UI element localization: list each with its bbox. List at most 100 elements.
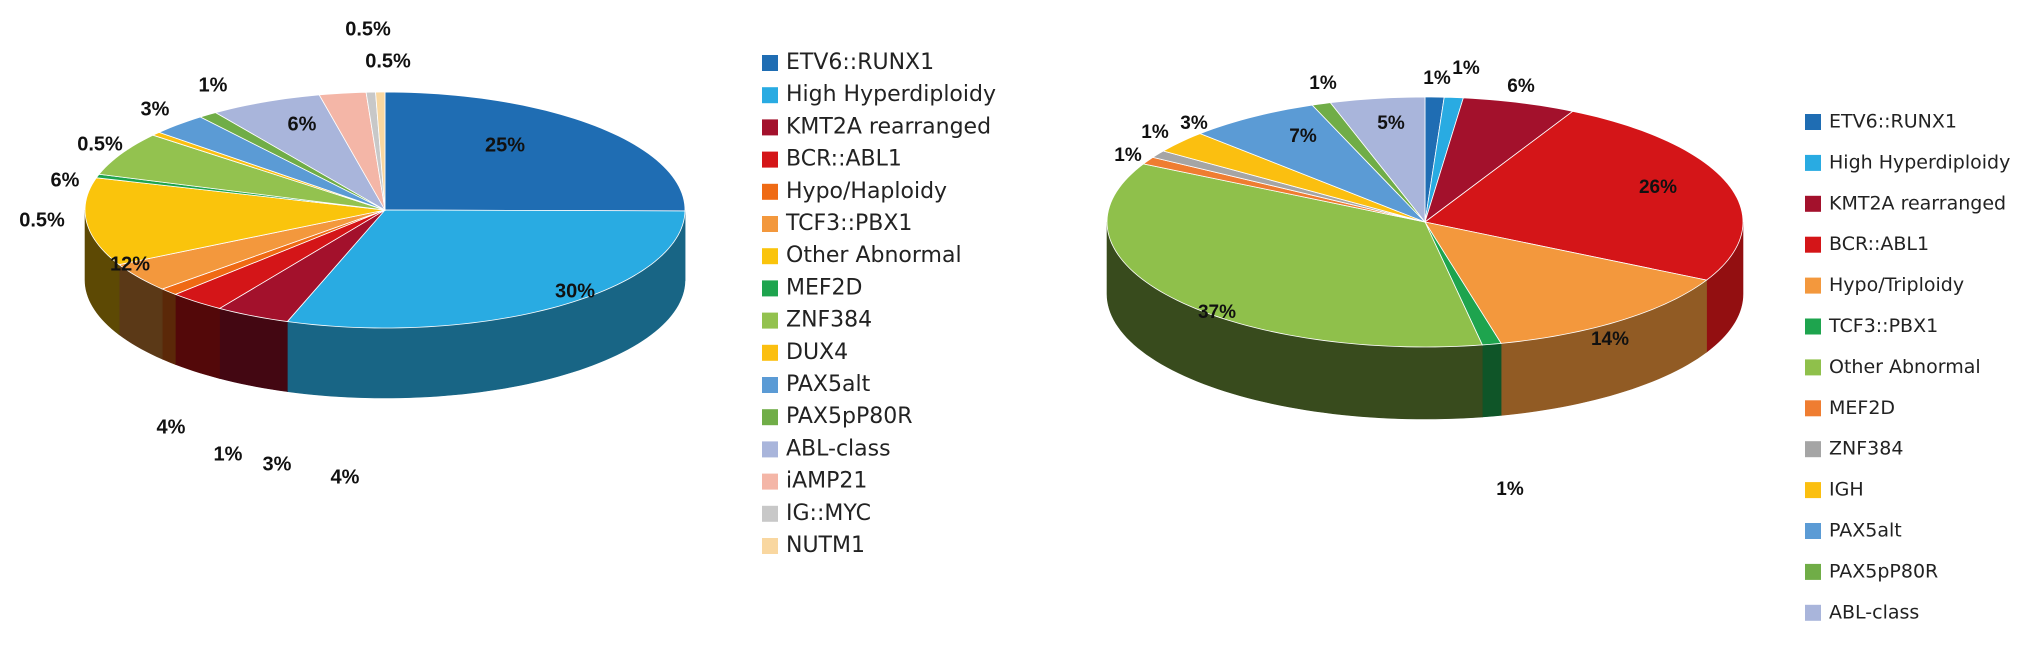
legend-swatch: [762, 409, 778, 426]
pie-slice-other-abnormal: [1106, 163, 1483, 348]
legend-item-nutm1: NUTM1: [762, 533, 865, 558]
pie-label-pax5pp80r: 1%: [199, 74, 228, 96]
legend-item-high-hyperdiploidy: High Hyperdiploidy: [762, 82, 996, 107]
pie-slice-igh: [1162, 133, 1426, 223]
pie-label-abl-class: 5%: [1377, 113, 1405, 134]
legend-label: BCR::ABL1: [786, 147, 902, 172]
legend-item-tcf3-pbx1: TCF3::PBX1: [1805, 315, 1938, 337]
pie-slice-abl-class: [1329, 96, 1426, 224]
legend-swatch: [762, 473, 778, 490]
pie-label-tcf3-pbx1: 1%: [1496, 479, 1524, 500]
legend-label: IGH: [1829, 479, 1864, 501]
legend-item-abl-class: ABL-class: [1805, 601, 1919, 623]
legend-item-ig-myc: IG::MYC: [762, 501, 871, 526]
legend-label: ABL-class: [1829, 601, 1919, 623]
pie-label-pax5pp80r: 1%: [1309, 73, 1337, 94]
legend-swatch: [1805, 400, 1821, 417]
legend-label: ABL-class: [786, 436, 891, 461]
legend-item-hypo-triploidy: Hypo/Triploidy: [1805, 274, 1964, 296]
legend-item-dux4: DUX4: [762, 340, 848, 365]
legend-label: KMT2A rearranged: [786, 114, 991, 139]
pie-side-hypo-haploidy: [161, 288, 176, 365]
legend-swatch: [1805, 318, 1821, 335]
pie-label-mef2d: 1%: [1114, 145, 1142, 166]
legend-item-high-hyperdiploidy: High Hyperdiploidy: [1805, 151, 2010, 173]
legend-item-kmt2a-rearranged: KMT2A rearranged: [1805, 192, 2006, 214]
legend-label: PAX5pP80R: [786, 404, 913, 429]
pie-side-tcf3-pbx1: [1482, 343, 1502, 418]
pie-label-high-hyperdiploidy: 1%: [1452, 58, 1480, 79]
pie-sides: [84, 209, 686, 399]
legend-swatch: [1805, 114, 1821, 130]
pie-side-kmt2a-rearranged: [219, 308, 288, 392]
legend-item-pax5pp80r: PAX5pP80R: [762, 404, 913, 429]
legend-label: MEF2D: [786, 275, 862, 300]
legend-label: PAX5pP80R: [1829, 560, 1938, 582]
pie-label-abl-class: 6%: [288, 113, 317, 135]
legend-label: ETV6::RUNX1: [1829, 111, 1957, 133]
legend-item-etv6-runx1: ETV6::RUNX1: [762, 50, 934, 75]
pie-label-tcf3-pbx1: 4%: [157, 416, 186, 438]
legend-item-abl-class: ABL-class: [762, 436, 891, 461]
legend-swatch: [1805, 604, 1821, 621]
pie-slice-iamp21: [318, 91, 386, 211]
legend-swatch: [762, 344, 778, 361]
pie-slices: [84, 91, 686, 329]
legend-label: High Hyperdiploidy: [1829, 151, 2010, 173]
legend-label: ZNF384: [1829, 438, 1903, 460]
pie-chart-2: 1% 1%6%26%14%1%37%1%1% 3%7%1%5%: [1106, 58, 1744, 500]
pie-slice-nutm1: [375, 91, 386, 211]
legend-swatch: [1805, 154, 1821, 171]
legend-swatch: [1805, 563, 1821, 580]
legend-swatch: [762, 441, 778, 458]
pie-slice-etv6-runx1: [384, 91, 686, 212]
legend-label: Other Abnormal: [786, 243, 962, 268]
legend-swatch: [762, 280, 778, 297]
legend-item-iamp21: iAMP21: [762, 469, 867, 494]
pie-label-kmt2a-rearranged: 4%: [331, 466, 360, 488]
legend-item-bcr-abl1: BCR::ABL1: [762, 147, 902, 172]
legend-swatch: [1805, 195, 1821, 212]
legend-label: ETV6::RUNX1: [786, 50, 934, 75]
legend-item-bcr-abl1: BCR::ABL1: [1805, 233, 1929, 255]
pie-label-other-abnormal: 12%: [110, 253, 150, 275]
legend-swatch: [1805, 236, 1821, 253]
legend-swatch: [762, 248, 778, 265]
pie-labels: 25% 30% 4% 3% 1% 4% 12% 0.5% 6% 0.5% 3% 1% 6% 0.5% 0.5…: [19, 18, 595, 488]
legend-swatch: [762, 151, 778, 168]
pie-label-znf384: 1%: [1141, 122, 1169, 143]
legend-item-mef2d: MEF2D: [762, 275, 862, 300]
pie-slice-pax5alt: [158, 116, 386, 211]
legend-item-kmt2a-rearranged: KMT2A rearranged: [762, 114, 991, 139]
pie-slice-pax5alt: [1199, 104, 1426, 223]
pie-label-nutm1: 0.5%: [365, 50, 411, 72]
legend-swatch: [1805, 359, 1821, 376]
legend-item-pax5alt: PAX5alt: [762, 372, 871, 397]
pie-slice-tcf3-pbx1: [118, 209, 386, 290]
pie-slice-other-abnormal: [84, 177, 386, 266]
pie-slice-hypo-triploidy: [1424, 221, 1708, 344]
legend-item-znf384: ZNF384: [1805, 438, 1903, 460]
pie-label-high-hyperdiploidy: 30%: [555, 280, 595, 302]
pie-slice-bcr-abl1: [1424, 110, 1744, 281]
legend-item-other-abnormal: Other Abnormal: [762, 243, 962, 268]
pie-label-znf384: 6%: [51, 169, 80, 191]
legend-label: KMT2A rearranged: [1829, 192, 2006, 214]
legend-item-etv6-runx1: ETV6::RUNX1: [1805, 111, 1957, 133]
pie-label-pax5alt: 7%: [1289, 126, 1317, 147]
legend-label: Other Abnormal: [1829, 356, 1981, 378]
legend-label: PAX5alt: [1829, 520, 1902, 542]
legend-label: High Hyperdiploidy: [786, 82, 996, 107]
legend-item-pax5alt: PAX5alt: [1805, 520, 1902, 542]
legend-label: PAX5alt: [786, 372, 871, 397]
pie-label-etv6-runx1: 1%: [1423, 68, 1451, 89]
legend-swatch: [762, 183, 778, 200]
legend-label: iAMP21: [786, 469, 867, 494]
legend-swatch: [762, 55, 778, 71]
pie-label-mef2d: 0.5%: [19, 209, 65, 231]
legend-swatch: [1805, 277, 1821, 294]
legend-swatch: [1805, 482, 1821, 499]
legend-item-tcf3-pbx1: TCF3::PBX1: [762, 211, 912, 236]
legend-swatch: [762, 87, 778, 104]
legend-swatch: [1805, 523, 1821, 539]
